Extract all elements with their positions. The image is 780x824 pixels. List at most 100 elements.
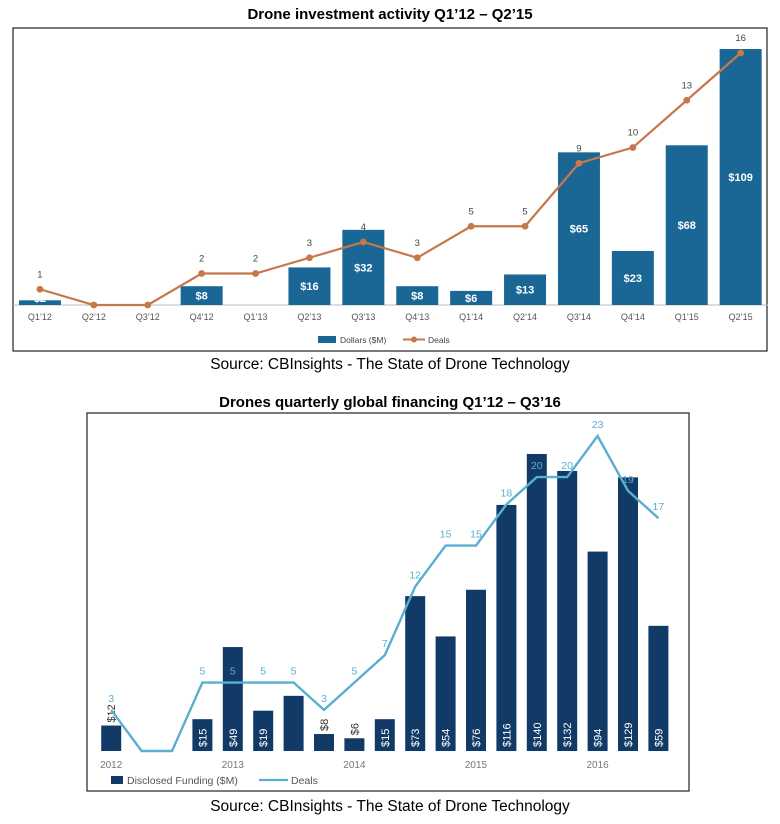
- chart1-deals-label: 16: [735, 33, 746, 44]
- chart2-bar-label: $8: [319, 719, 331, 731]
- chart2-deals-label: 12: [409, 570, 421, 582]
- chart1-bar: [504, 274, 547, 305]
- chart2-legend-line-label: Deals: [291, 775, 318, 787]
- chart1-deals-point: [467, 222, 475, 230]
- chart1-bar: [557, 152, 600, 305]
- chart2-deals-label: 3: [321, 693, 327, 705]
- chart2-deals-label: 5: [199, 666, 205, 678]
- chart1-deals-label: 3: [307, 238, 312, 249]
- chart1-x-tick: Q1’14: [459, 312, 483, 322]
- chart2-bar-label: $49: [228, 729, 240, 747]
- chart2-deals-label: 5: [230, 666, 236, 678]
- chart1-x-tick: Q3’13: [351, 312, 375, 322]
- chart1-source: Source: CBInsights - The State of Drone …: [210, 356, 570, 373]
- chart2-bar: [374, 719, 395, 751]
- chart1-bar: [396, 286, 439, 305]
- chart1-deals-point: [306, 254, 313, 262]
- chart1-deals-point: [359, 238, 367, 246]
- chart2-bar-label: $12: [106, 704, 118, 722]
- chart2-bar: [618, 477, 638, 751]
- chart2-bar-label: $59: [653, 729, 665, 747]
- chart2-deals-line: [110, 433, 660, 753]
- chart1-x-tick: Q1’12: [28, 312, 52, 322]
- chart2-year-label: 2016: [586, 760, 609, 771]
- chart1-legend-line-label: Deals: [428, 335, 450, 345]
- chart1-deals-label: 2: [253, 254, 258, 265]
- chart2-bar-label: $76: [471, 729, 483, 747]
- chart2-bar: [314, 734, 334, 751]
- chart1-deals-label: 3: [415, 238, 420, 249]
- chart1-bar-label: $109: [728, 172, 752, 184]
- chart1-bar: [450, 290, 493, 305]
- chart1-deals-point: [36, 285, 44, 293]
- chart2-deals-label: 20: [561, 460, 573, 472]
- chart1-bar: [665, 145, 708, 305]
- chart1-bar: [719, 49, 762, 305]
- chart2-title: Drones quarterly global financing Q1’12 …: [219, 394, 561, 411]
- chart1-x-tick: Q2’12: [82, 312, 106, 322]
- chart1-bar-label: $16: [300, 281, 318, 293]
- chart2-legend-bar-swatch: [111, 776, 123, 784]
- chart2-bar: [496, 504, 517, 751]
- chart2-bar: [222, 647, 243, 751]
- chart1-x-tick: Q4’14: [621, 312, 645, 322]
- chart2-bar-label: $15: [197, 729, 209, 747]
- chart2-bar: [405, 596, 426, 751]
- chart1-x-tick: Q4’13: [405, 312, 429, 322]
- chart2-bar-label: $6: [349, 723, 361, 735]
- chart1-bar-label: $23: [624, 273, 642, 285]
- chart1-x-tick: Q2’13: [297, 312, 321, 322]
- chart2-deals-label: 15: [440, 529, 452, 541]
- chart1-deals-point: [575, 159, 583, 167]
- chart1-x-tick: Q1’15: [675, 312, 699, 322]
- chart2-deals-label: 23: [592, 419, 604, 431]
- chart2-deals-label: 18: [501, 487, 513, 499]
- chart2-bar-label: $15: [380, 729, 392, 747]
- chart1-bar-label: $6: [465, 293, 477, 305]
- chart1-deals-label: 4: [361, 222, 366, 233]
- chart2-frame: [86, 412, 690, 792]
- chart2-bar: [526, 454, 547, 751]
- chart1-bar-label: $8: [196, 291, 208, 303]
- chart1-legend-bar-swatch: [318, 336, 336, 343]
- chart1-bar-label: $68: [678, 220, 696, 232]
- chart2-bar: [192, 719, 213, 751]
- chart1-x-tick: Q3’14: [567, 312, 591, 322]
- chart2-bar-label: $54: [441, 729, 453, 747]
- chart2-legend-bar-label: Disclosed Funding ($M): [127, 775, 238, 787]
- chart2-bar: [283, 695, 304, 751]
- chart1-deals-label: 5: [522, 206, 527, 217]
- chart1-deals-point: [683, 96, 691, 104]
- chart2-deals-label: 17: [653, 501, 665, 513]
- chart2-bar-label: $132: [562, 723, 574, 747]
- chart2-bar: [344, 738, 365, 751]
- chart1-bar: [180, 286, 223, 305]
- chart1-deals-point: [629, 144, 637, 151]
- chart2-bar: [101, 725, 122, 751]
- chart1-x-tick: Q1’13: [244, 312, 268, 322]
- chart1-deals-point: [413, 254, 421, 262]
- chart2-bar: [587, 551, 608, 751]
- chart2-bar-label: $140: [532, 723, 544, 747]
- chart1-x-tick: Q2’14: [513, 312, 537, 322]
- chart1-x-tick: Q3’12: [136, 312, 160, 322]
- chart1-bar: [18, 300, 61, 305]
- chart2-deals-label: 5: [291, 666, 297, 678]
- chart1-bar-label: $65: [570, 224, 588, 236]
- chart2-bar: [466, 589, 486, 751]
- chart1-bar: [288, 267, 331, 305]
- chart1-deals-point: [198, 270, 206, 277]
- chart2-bar-label: $94: [593, 729, 605, 747]
- chart1-bar-label: $13: [516, 285, 534, 297]
- chart2-bar: [648, 625, 669, 751]
- chart2-bar: [253, 710, 274, 751]
- chart1-x-tick: Q4’12: [190, 312, 214, 322]
- chart1-title: Drone investment activity Q1’12 – Q2’15: [247, 6, 533, 23]
- chart2-deals-label: 5: [351, 666, 357, 678]
- chart1-deals-label: 1: [37, 269, 42, 280]
- chart2-deals-label: 3: [108, 693, 114, 705]
- chart1-deals-point: [144, 301, 152, 309]
- chart1-deals-label: 9: [576, 143, 581, 154]
- chart2-bar-label: $129: [623, 723, 635, 747]
- chart2-year-label: 2012: [100, 760, 123, 771]
